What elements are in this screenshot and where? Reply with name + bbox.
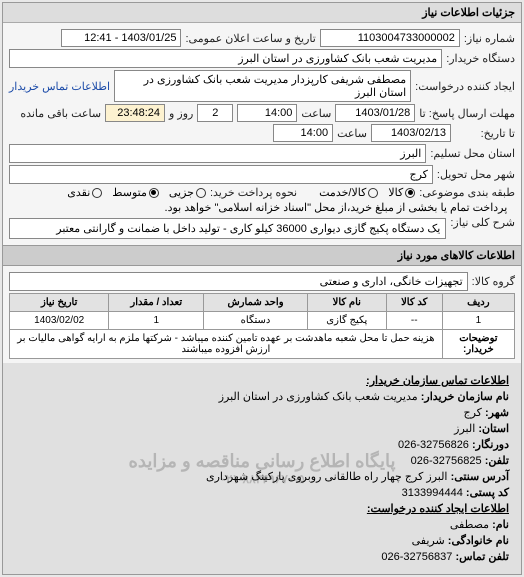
province-label: استان محل تسلیم: [430,147,515,160]
col-date: تاریخ نیاز [10,294,109,312]
group-value: تجهیزات خانگی، اداری و صنعتی [9,272,468,291]
note-value-cell: هزینه حمل تا محل شعبه ماهدشت بر عهده تام… [10,330,443,359]
tel-label: تلفن تماس: [455,551,509,563]
family-label: نام خانوادگی: [448,535,509,547]
postal-value: 3133994444 [402,487,463,499]
creator-contact-link[interactable]: اطلاعات تماس خریدار [9,80,110,93]
cell-code: -- [386,312,442,330]
cell-name: پکیج گازی [307,312,386,330]
cell-unit: دستگاه [204,312,308,330]
contact-province-label: استان: [478,423,509,435]
noentry-hour: 14:00 [273,124,333,142]
postal-label: کد پستی: [466,487,509,499]
items-section-title: اطلاعات کالاهای مورد نیاز [3,245,521,266]
answer-date: 1403/01/28 [335,104,415,122]
hour-label-1: ساعت [301,107,331,120]
desc-value: یک دستگاه پکیج گازی دیواری 36000 کیلو کا… [9,218,446,239]
days-label: روز و [169,107,193,120]
family-value: شریفی [412,535,445,547]
grouping-label: طبقه بندی موضوعی: [419,186,515,199]
radio-naqdi[interactable]: نقدی [67,186,102,199]
tel-value: 32756837-026 [381,551,452,563]
items-table: ردیف کد کالا نام کالا واحد شمارش تعداد /… [9,293,515,359]
fax-value: 32756826-026 [398,439,469,451]
remain-time: 23:48:24 [105,104,165,122]
radio-mid-label: متوسط [112,186,147,199]
name-label: نام: [492,519,509,531]
support-label: نحوه پرداخت خرید: [210,186,297,199]
noentry-date: 1403/02/13 [371,124,451,142]
cell-idx: 1 [442,312,514,330]
grouping-radios: کالا کالا/خدمت [319,186,415,199]
phone-label: تلفن: [485,455,509,467]
table-row: 1 -- پکیج گازی دستگاه 1 1403/02/02 [10,312,515,330]
phone-value: 32756825-026 [411,455,482,467]
table-note-row: توضیحات خریدار: هزینه حمل تا محل شعبه ما… [10,330,515,359]
note-label-cell: توضیحات خریدار: [442,330,514,359]
contact-city-value: کرج [463,407,481,419]
panel-title: جزئیات اطلاعات نیاز [3,3,521,23]
name-value: مصطفی [450,519,489,531]
col-code: کد کالا [386,294,442,312]
cell-qty: 1 [109,312,204,330]
announce-value: 1403/01/25 - 12:41 [61,29,181,47]
radio-kala-label: کالا [388,186,403,199]
pay-note: پرداخت تمام یا بخشی از مبلغ خرید،از محل … [9,201,507,214]
col-qty: تعداد / مقدار [109,294,204,312]
contact-block: اطلاعات تماس سازمان خریدار: نام سازمان خ… [9,365,515,572]
desc-label: شرح کلی نیاز: [450,216,515,229]
radio-khadamat[interactable]: کالا/خدمت [319,186,378,199]
contact-province-value: البرز [454,423,475,435]
need-number-value: 1103004733000002 [320,29,460,47]
support-radios: جزیی متوسط نقدی [67,186,206,199]
address-value: البرز کرج چهار راه طالقانی روبروی پارکین… [206,471,448,483]
remain-suffix: ساعت باقی مانده [20,107,101,120]
hour-label-2: ساعت [337,127,367,140]
noentry-label: تا تاریخ: [455,127,515,140]
col-unit: واحد شمارش [204,294,308,312]
table-header-row: ردیف کد کالا نام کالا واحد شمارش تعداد /… [10,294,515,312]
buyer-label: دستگاه خریدار: [446,52,515,65]
announce-label: تاریخ و ساعت اعلان عمومی: [185,32,315,45]
creator-value: مصطفی شریفی کارپزدار مدیریت شعب بانک کشا… [114,70,411,102]
city-label: شهر محل تحویل: [437,168,515,181]
address-label: آدرس سنتی: [451,471,509,483]
radio-naqdi-label: نقدی [67,186,90,199]
city-value: کرج [9,165,433,184]
contact-area: پایگاه اطلاع رسانی مناقصه و مزایده ۰۲۱-۸… [3,363,521,574]
org-value: مدیریت شعب بانک کشاورزی در استان البرز [219,391,418,403]
contact-city-label: شهر: [485,407,509,419]
province-value: البرز [9,144,426,163]
radio-small-label: جزیی [169,186,194,199]
fax-label: دورنگار: [472,439,509,451]
org-label: نام سازمان خریدار: [421,391,509,403]
answer-deadline-label: مهلت ارسال پاسخ: تا [419,107,515,120]
creator-label: ایجاد کننده درخواست: [415,80,515,93]
radio-small[interactable]: جزیی [169,186,206,199]
buyer-value: مدیریت شعب بانک کشاورزی در استان البرز [9,49,442,68]
cell-date: 1403/02/02 [10,312,109,330]
days-value: 2 [197,104,233,122]
col-row: ردیف [442,294,514,312]
form-body: شماره نیاز: 1103004733000002 تاریخ و ساع… [3,23,521,245]
contact-title: اطلاعات تماس سازمان خریدار: [15,374,509,387]
radio-khadamat-label: کالا/خدمت [319,186,366,199]
radio-kala[interactable]: کالا [388,186,415,199]
need-number-label: شماره نیاز: [464,32,515,45]
details-panel: جزئیات اطلاعات نیاز شماره نیاز: 11030047… [2,2,522,575]
answer-hour: 14:00 [237,104,297,122]
col-name: نام کالا [307,294,386,312]
req-creator-title: اطلاعات ایجاد کننده درخواست: [15,502,509,515]
radio-mid[interactable]: متوسط [112,186,159,199]
group-label: گروه کالا: [472,275,515,288]
